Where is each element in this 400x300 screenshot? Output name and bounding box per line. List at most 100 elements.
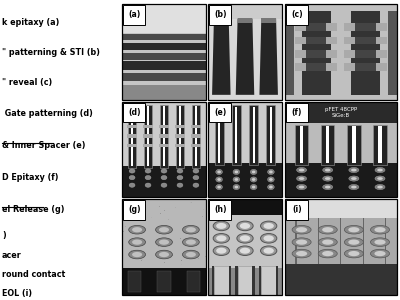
Text: round contact: round contact — [2, 270, 65, 279]
Ellipse shape — [217, 178, 221, 181]
Bar — [166, 199, 167, 200]
Ellipse shape — [216, 223, 226, 229]
Ellipse shape — [240, 248, 250, 254]
Ellipse shape — [213, 233, 230, 243]
Bar — [285, 102, 397, 196]
Ellipse shape — [240, 235, 250, 241]
Ellipse shape — [237, 233, 253, 243]
Bar — [235, 107, 238, 164]
Ellipse shape — [217, 170, 221, 173]
Bar — [159, 144, 169, 147]
Bar — [321, 125, 334, 165]
Bar — [318, 218, 319, 264]
Bar — [123, 231, 124, 232]
Text: (b): (b) — [214, 10, 226, 19]
Polygon shape — [236, 19, 254, 95]
Ellipse shape — [264, 223, 274, 229]
Bar — [131, 106, 133, 166]
Bar — [122, 199, 206, 295]
Bar — [214, 266, 229, 295]
Bar — [122, 211, 123, 212]
Ellipse shape — [193, 183, 199, 187]
Ellipse shape — [318, 238, 337, 246]
Bar — [218, 107, 220, 164]
Bar — [191, 144, 201, 147]
Text: (e): (e) — [214, 108, 226, 117]
Bar — [164, 210, 165, 211]
Bar — [208, 164, 282, 196]
Ellipse shape — [177, 176, 183, 180]
Ellipse shape — [344, 238, 363, 246]
Ellipse shape — [234, 178, 238, 181]
Ellipse shape — [186, 227, 196, 232]
Bar — [127, 134, 137, 138]
Bar — [286, 200, 308, 220]
Bar — [123, 103, 145, 122]
Bar — [209, 103, 231, 122]
Bar — [285, 264, 397, 295]
Bar — [138, 262, 139, 263]
Ellipse shape — [322, 239, 333, 245]
Bar — [143, 232, 144, 233]
Ellipse shape — [377, 177, 383, 180]
Text: acer: acer — [2, 250, 22, 260]
Bar — [122, 53, 206, 59]
Ellipse shape — [348, 227, 360, 232]
Ellipse shape — [252, 178, 256, 181]
Ellipse shape — [323, 167, 333, 172]
Ellipse shape — [129, 225, 146, 234]
Bar — [208, 199, 282, 295]
Bar — [285, 199, 397, 218]
Bar — [122, 73, 206, 80]
Bar — [127, 125, 137, 128]
Bar — [285, 164, 397, 196]
Bar — [285, 199, 397, 295]
Bar — [215, 105, 224, 165]
Bar — [344, 63, 387, 71]
Ellipse shape — [264, 235, 274, 241]
Ellipse shape — [216, 248, 226, 254]
Ellipse shape — [216, 184, 222, 190]
Bar — [189, 222, 190, 223]
Ellipse shape — [182, 238, 199, 246]
Ellipse shape — [129, 169, 135, 173]
Ellipse shape — [268, 169, 274, 175]
Ellipse shape — [269, 178, 273, 181]
Bar — [285, 199, 397, 295]
Bar — [160, 105, 168, 168]
Ellipse shape — [216, 169, 222, 175]
Bar — [306, 63, 326, 71]
Ellipse shape — [250, 177, 257, 182]
Ellipse shape — [237, 221, 253, 231]
Ellipse shape — [299, 177, 304, 180]
Bar — [208, 102, 282, 196]
Ellipse shape — [260, 233, 277, 243]
Bar — [122, 43, 206, 50]
Bar — [191, 125, 201, 128]
Bar — [209, 200, 231, 220]
Bar — [302, 11, 331, 95]
Bar — [173, 254, 174, 255]
Bar — [286, 5, 308, 25]
Ellipse shape — [325, 177, 330, 180]
Bar — [131, 263, 132, 264]
Bar — [183, 241, 184, 242]
Text: D Epitaxy (f): D Epitaxy (f) — [2, 172, 58, 182]
Ellipse shape — [132, 239, 142, 245]
Bar — [176, 105, 184, 168]
Bar — [122, 4, 206, 100]
Bar — [252, 107, 255, 164]
Ellipse shape — [216, 177, 222, 182]
Bar — [187, 271, 200, 292]
Bar — [351, 11, 380, 95]
Bar — [285, 102, 397, 123]
Ellipse shape — [349, 176, 359, 181]
Ellipse shape — [322, 227, 333, 232]
Ellipse shape — [377, 169, 383, 172]
Bar — [128, 271, 141, 292]
Text: pFET 48CPP
SiGe:B: pFET 48CPP SiGe:B — [325, 107, 357, 118]
Bar — [144, 105, 152, 168]
Ellipse shape — [351, 177, 357, 180]
Bar — [295, 50, 338, 58]
Ellipse shape — [296, 167, 307, 172]
